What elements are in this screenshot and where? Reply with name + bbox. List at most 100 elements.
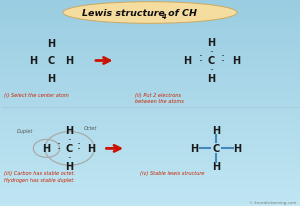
Text: C: C (212, 144, 220, 154)
Bar (0, 16, 300, 19)
Bar (0, 169, 300, 171)
Bar (0, 196, 300, 198)
Bar (0, 173, 300, 175)
Text: ··: ·· (209, 49, 214, 55)
Text: (i) Select the center atom: (i) Select the center atom (4, 92, 68, 97)
Bar (0, 35, 300, 37)
Bar (0, 128, 300, 130)
Bar (0, 132, 300, 134)
Text: H: H (233, 144, 242, 154)
Bar (0, 126, 300, 128)
Bar (0, 4, 300, 6)
Bar (0, 82, 300, 84)
Text: H: H (29, 56, 37, 66)
Bar (0, 87, 300, 89)
Text: H: H (47, 74, 55, 83)
Text: C: C (47, 56, 55, 66)
Bar (0, 185, 300, 187)
Bar (0, 70, 300, 72)
Bar (0, 23, 300, 25)
Text: H: H (212, 162, 220, 172)
Bar (0, 122, 300, 124)
Text: H: H (87, 144, 96, 154)
Bar (0, 117, 300, 119)
Bar (0, 19, 300, 21)
Text: :: : (198, 51, 203, 64)
Text: ··: ·· (67, 137, 71, 143)
Bar (0, 103, 300, 105)
Bar (0, 74, 300, 76)
Bar (0, 14, 300, 16)
Bar (0, 198, 300, 200)
Bar (0, 146, 300, 148)
Bar (0, 138, 300, 140)
Bar (0, 179, 300, 181)
Bar (0, 105, 300, 107)
Bar (0, 43, 300, 45)
Bar (0, 192, 300, 194)
Bar (0, 159, 300, 161)
Text: H: H (183, 56, 191, 66)
Bar (0, 95, 300, 97)
Text: between the atoms: between the atoms (135, 98, 184, 103)
Text: H: H (65, 56, 73, 66)
Text: Duplet: Duplet (17, 128, 34, 133)
Bar (0, 49, 300, 52)
Bar (0, 37, 300, 39)
Bar (0, 66, 300, 68)
Text: :: : (57, 139, 61, 152)
Text: © knordislearning.com: © knordislearning.com (249, 200, 296, 204)
Bar (0, 142, 300, 144)
Bar (0, 97, 300, 99)
Bar (0, 134, 300, 136)
Bar (0, 204, 300, 206)
Bar (0, 109, 300, 111)
Bar (0, 12, 300, 14)
Bar (0, 91, 300, 93)
Text: ··: ·· (67, 154, 71, 160)
Bar (0, 200, 300, 202)
Bar (0, 171, 300, 173)
Text: H: H (65, 126, 73, 136)
Bar (0, 78, 300, 80)
Bar (0, 167, 300, 169)
Bar (0, 84, 300, 87)
Bar (0, 165, 300, 167)
Bar (0, 21, 300, 23)
Text: H: H (212, 126, 220, 136)
Text: (iii) Carbon has stable octet.: (iii) Carbon has stable octet. (4, 171, 75, 176)
Bar (0, 183, 300, 185)
Bar (0, 190, 300, 192)
Bar (0, 187, 300, 190)
Bar (0, 10, 300, 12)
Bar (0, 33, 300, 35)
Text: H: H (207, 74, 216, 84)
Text: H: H (207, 38, 216, 48)
Bar (0, 80, 300, 82)
Text: Hydrogen has stable duplet.: Hydrogen has stable duplet. (4, 177, 74, 182)
Text: ··: ·· (209, 67, 214, 73)
Bar (0, 150, 300, 152)
Bar (0, 2, 300, 4)
Bar (0, 72, 300, 74)
Bar (0, 163, 300, 165)
Bar (0, 202, 300, 204)
Bar (0, 157, 300, 159)
Bar (0, 60, 300, 62)
Text: C: C (65, 144, 73, 154)
Bar (0, 89, 300, 91)
Bar (0, 136, 300, 138)
Bar (0, 177, 300, 179)
Bar (0, 101, 300, 103)
Text: Lewis structure of CH: Lewis structure of CH (82, 9, 197, 18)
Bar (0, 152, 300, 154)
Bar (0, 154, 300, 157)
Text: 4: 4 (162, 14, 167, 20)
Bar (0, 115, 300, 117)
Bar (0, 64, 300, 66)
Text: H: H (47, 39, 55, 49)
Text: H: H (232, 56, 240, 66)
Bar (0, 56, 300, 58)
Text: (ii) Put 2 electrons: (ii) Put 2 electrons (135, 92, 181, 97)
Bar (0, 8, 300, 10)
